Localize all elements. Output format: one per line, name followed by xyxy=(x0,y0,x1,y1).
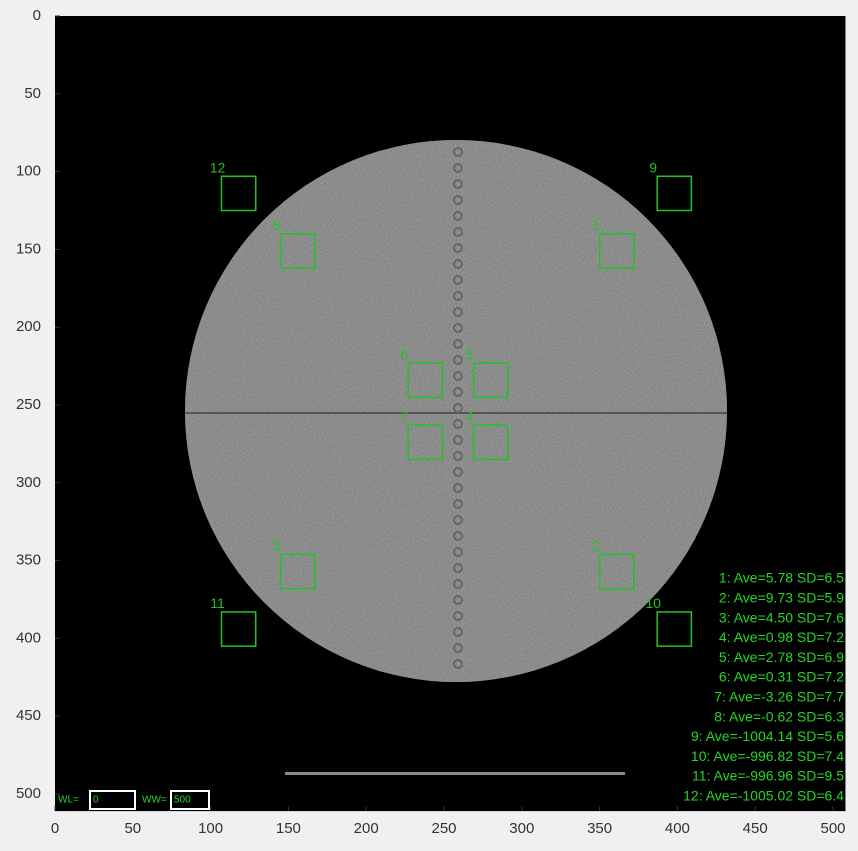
x-tick-label: 200 xyxy=(354,820,379,837)
x-tick-label: 500 xyxy=(820,820,845,837)
y-tick-label: 200 xyxy=(16,318,41,335)
wl-label: WL= xyxy=(58,795,79,806)
roi-label: 10 xyxy=(645,595,661,611)
y-tick-label: 350 xyxy=(16,552,41,569)
roi-stat: 8: Ave=-0.62 SD=6.3 xyxy=(714,708,844,724)
roi-label: 1 xyxy=(592,217,600,233)
roi-stat: 6: Ave=0.31 SD=7.2 xyxy=(719,669,844,685)
x-tick-label: 150 xyxy=(276,820,301,837)
wl-value: 0 xyxy=(93,795,99,806)
roi-label: 11 xyxy=(210,595,225,611)
roi-stat: 4: Ave=0.98 SD=7.2 xyxy=(719,629,844,645)
ww-label: WW= xyxy=(142,795,167,806)
table-edge xyxy=(285,772,625,775)
roi-stat: 2: Ave=9.73 SD=5.9 xyxy=(719,590,844,606)
roi-stat: 9: Ave=-1004.14 SD=5.6 xyxy=(691,728,844,744)
roi-stat: 7: Ave=-3.26 SD=7.7 xyxy=(714,689,844,705)
y-tick-label: 150 xyxy=(16,240,41,257)
y-tick-label: 400 xyxy=(16,629,41,646)
roi-stat: 3: Ave=4.50 SD=7.6 xyxy=(719,609,844,625)
y-tick-label: 250 xyxy=(16,396,41,413)
x-tick-label: 350 xyxy=(587,820,612,837)
roi-label: 4 xyxy=(466,408,474,424)
roi-stat: 12: Ave=-1005.02 SD=6.4 xyxy=(683,788,844,804)
roi-stat: 1: Ave=5.78 SD=6.5 xyxy=(719,570,844,586)
y-tick-label: 50 xyxy=(24,85,41,102)
roi-label: 5 xyxy=(466,346,474,362)
y-tick-label: 0 xyxy=(33,7,41,24)
ww-value: 500 xyxy=(174,795,191,806)
y-tick-label: 450 xyxy=(16,707,41,724)
x-tick-label: 300 xyxy=(509,820,534,837)
figure: 0501001502002503003504004505000501001502… xyxy=(0,0,858,851)
roi-label: 8 xyxy=(273,217,281,233)
roi-stat: 10: Ave=-996.82 SD=7.4 xyxy=(691,748,844,764)
roi-label: 3 xyxy=(273,537,281,553)
roi-label: 2 xyxy=(592,537,600,553)
roi-stat: 5: Ave=2.78 SD=6.9 xyxy=(719,649,844,665)
roi-stat: 11: Ave=-996.96 SD=9.5 xyxy=(692,768,844,784)
roi-label: 6 xyxy=(400,346,408,362)
roi-label: 12 xyxy=(210,159,226,175)
x-tick-label: 250 xyxy=(431,820,456,837)
y-tick-label: 500 xyxy=(16,785,41,802)
x-tick-label: 400 xyxy=(665,820,690,837)
x-tick-label: 100 xyxy=(198,820,223,837)
x-tick-label: 0 xyxy=(51,820,59,837)
y-tick-label: 300 xyxy=(16,474,41,491)
x-tick-label: 450 xyxy=(743,820,768,837)
x-tick-label: 50 xyxy=(124,820,141,837)
roi-label: 9 xyxy=(649,159,657,175)
y-tick-label: 100 xyxy=(16,163,41,180)
roi-label: 7 xyxy=(400,408,408,424)
